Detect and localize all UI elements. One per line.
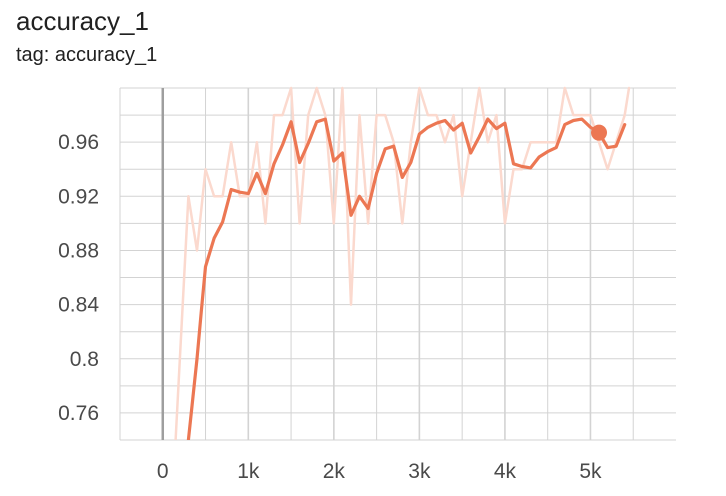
smoothed-series-line xyxy=(186,117,627,440)
x-tick-label: 0 xyxy=(157,460,169,483)
y-tick-label: 0.84 xyxy=(58,294,99,317)
x-tick-label: 1k xyxy=(237,460,260,483)
x-tick-label: 3k xyxy=(408,460,431,483)
x-tick-label: 5k xyxy=(579,460,602,483)
chart-subtitle: tag: accuracy_1 xyxy=(16,44,158,66)
y-tick-label: 0.8 xyxy=(70,348,99,371)
y-tick-label: 0.76 xyxy=(58,402,99,425)
x-tick-label: 2k xyxy=(323,460,346,483)
y-tick-label: 0.96 xyxy=(58,131,99,154)
raw-series-line xyxy=(174,86,631,440)
x-tick-label: 4k xyxy=(494,460,517,483)
y-tick-label: 0.92 xyxy=(58,185,99,208)
y-tick-label: 0.88 xyxy=(58,239,99,262)
highlight-point[interactable] xyxy=(591,124,608,141)
chart-title: accuracy_1 xyxy=(16,6,149,36)
